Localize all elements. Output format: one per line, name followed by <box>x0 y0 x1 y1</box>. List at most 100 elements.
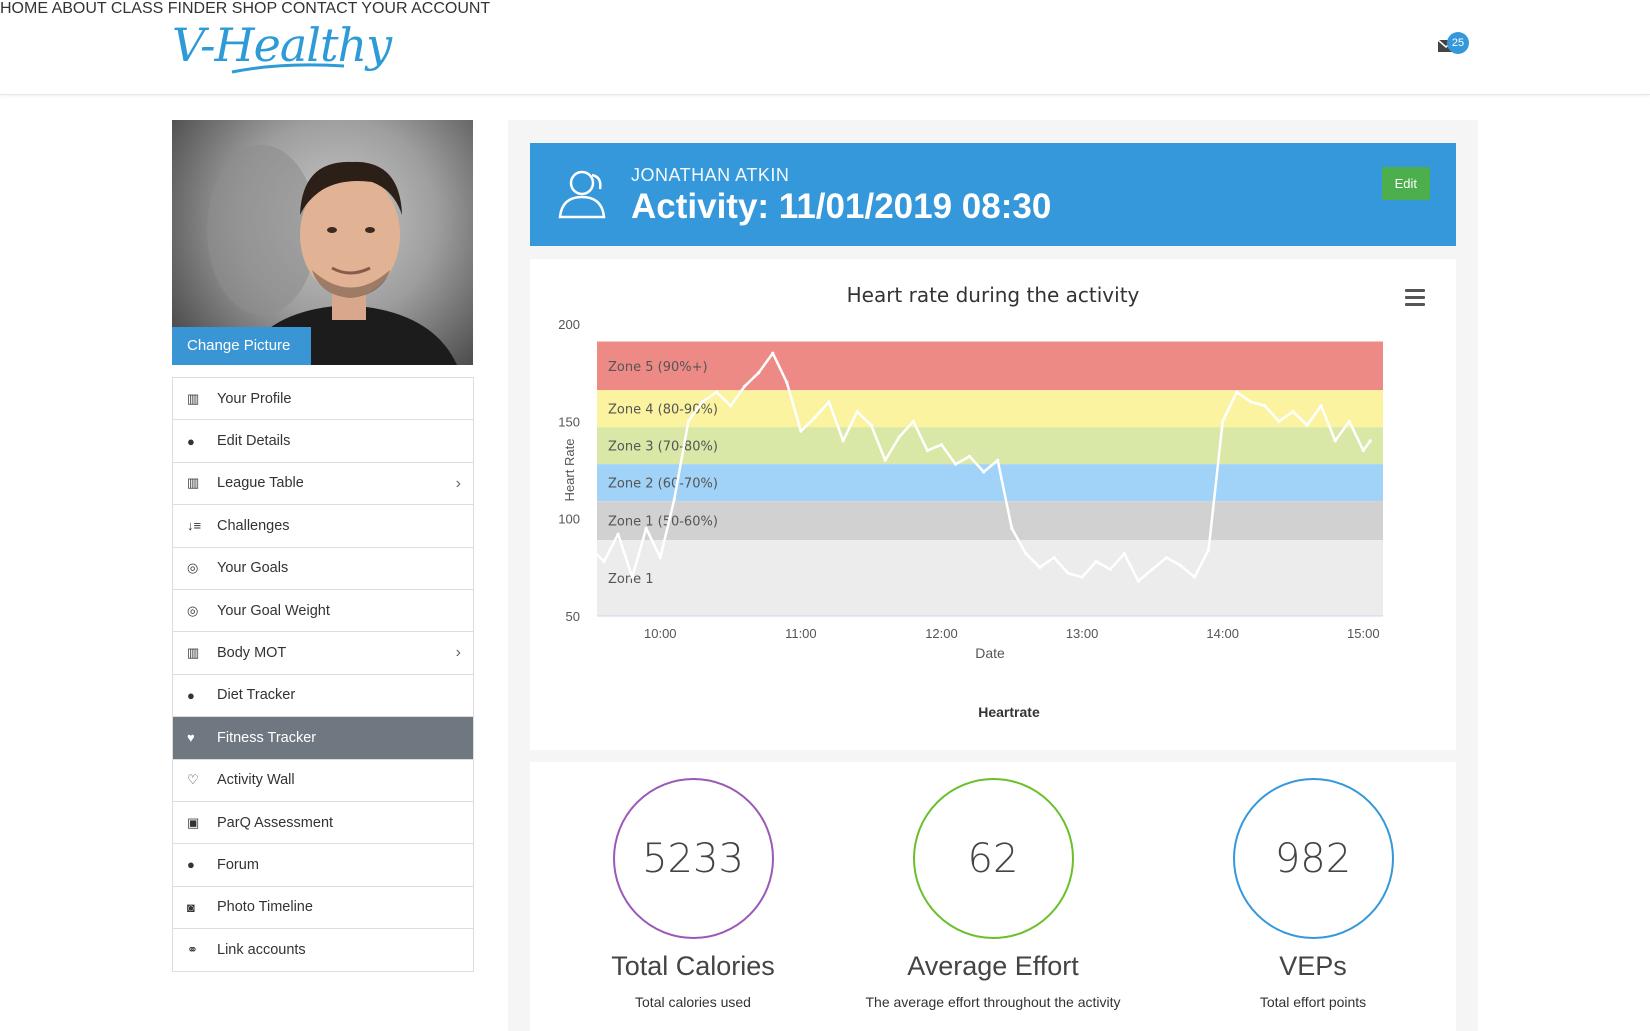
data-point <box>1178 563 1183 567</box>
sidebar-item-fitness-tracker[interactable]: ♥ Fitness Tracker <box>173 717 473 760</box>
sidebar-item-challenges[interactable]: ↓≡ Challenges <box>173 505 473 548</box>
data-point <box>1024 552 1028 556</box>
chevron-right-icon: › <box>455 474 461 492</box>
data-point <box>1150 567 1155 571</box>
zone-band <box>597 540 1383 616</box>
x-tick-label: 11:00 <box>785 626 817 641</box>
zone-band <box>597 501 1383 541</box>
data-point <box>1333 439 1337 443</box>
nav-class-finder[interactable]: CLASS FINDER <box>110 0 228 17</box>
y-tick-label: 150 <box>558 414 580 429</box>
sidebar-item-body-mot[interactable]: ▥ Body MOT › <box>173 632 473 675</box>
data-point <box>1094 559 1098 564</box>
data-point <box>1361 448 1365 453</box>
zone-label: Zone 3 (70-80%) <box>608 440 718 455</box>
data-point <box>827 400 831 404</box>
sidebar-item-label: Diet Tracker <box>217 687 296 704</box>
stat-label: Average Effort <box>907 951 1079 981</box>
zone-label: Zone 2 (60-70%) <box>608 477 718 492</box>
sidebar-item-photo-timeline[interactable]: ◙ Photo Timeline <box>173 887 473 930</box>
comment-icon: ● <box>187 857 195 873</box>
page-title: Activity: 11/01/2019 08:30 <box>631 187 1052 226</box>
user-icon: ● <box>187 433 195 449</box>
y-tick-label: 50 <box>566 609 580 624</box>
sidebar-item-your-goal-weight[interactable]: ◎ Your Goal Weight <box>173 590 473 633</box>
data-point <box>588 546 592 550</box>
data-point <box>982 470 986 474</box>
sidebar-item-activity-wall[interactable]: ♡ Activity Wall <box>173 760 473 802</box>
zone-band <box>597 464 1383 502</box>
data-point <box>757 371 761 375</box>
zone-label: Zone 1 (50-60%) <box>608 515 718 530</box>
top-navbar: V-Healthy HOME ABOUT CLASS FINDER SHOP C… <box>0 0 1650 95</box>
target-icon: ◎ <box>187 602 199 618</box>
nav-your-account[interactable]: YOUR ACCOUNT <box>361 0 491 17</box>
stat-ring: 982 <box>1232 778 1394 939</box>
data-point <box>1164 556 1169 560</box>
site-logo[interactable]: V-Healthy <box>172 18 392 72</box>
data-point <box>799 429 803 433</box>
x-tick-label: 14:00 <box>1206 626 1239 641</box>
sidebar-item-label: Edit Details <box>217 433 291 450</box>
data-point <box>714 390 719 394</box>
sidebar-item-label: Activity Wall <box>217 772 295 789</box>
user-name: JONATHAN ATKIN <box>631 165 790 185</box>
sidebar-item-label: Your Profile <box>217 390 292 407</box>
sort-icon: ↓≡ <box>187 518 202 534</box>
data-point <box>771 351 775 355</box>
chevron-right-icon: › <box>455 644 461 662</box>
stat-veps: 982 VEPs Total effort points <box>1153 778 1473 1010</box>
data-point <box>1038 565 1042 569</box>
sidebar-item-label: Your Goal Weight <box>217 602 330 619</box>
nav-about[interactable]: ABOUT <box>51 0 107 17</box>
data-point <box>785 380 789 384</box>
chart-card: Heart rate during the activity Zone 5 (9… <box>530 259 1456 750</box>
heart-outline-icon: ♡ <box>187 772 199 788</box>
heart-icon: ♥ <box>187 730 195 746</box>
data-point <box>1080 575 1084 579</box>
target-icon: ◎ <box>187 560 199 576</box>
x-tick-label: 10:00 <box>644 626 677 641</box>
camera-icon: ◙ <box>187 899 195 915</box>
data-point <box>1052 556 1056 560</box>
x-tick-label: 13:00 <box>1066 626 1099 641</box>
sidebar-menu: ▥ Your Profile ● Edit Details ▥ League T… <box>172 377 474 973</box>
data-point <box>869 423 873 427</box>
nav-shop[interactable]: SHOP <box>231 0 277 17</box>
sidebar-item-your-profile[interactable]: ▥ Your Profile <box>173 378 473 421</box>
stat-description: The average effort throughout the activi… <box>865 994 1121 1010</box>
data-point <box>1249 400 1253 404</box>
zone-label: Zone 5 (90%+) <box>608 360 708 375</box>
bar-chart-icon: ▥ <box>187 475 200 491</box>
zone-label: Zone 4 (80-90%) <box>608 403 718 418</box>
y-tick-label: 200 <box>558 317 580 332</box>
menu-icon[interactable] <box>1405 289 1425 310</box>
nav-contact[interactable]: CONTACT <box>281 0 358 17</box>
data-point <box>1122 552 1126 556</box>
change-picture-button[interactable]: Change Picture <box>172 327 311 365</box>
sidebar-item-diet-tracker[interactable]: ● Diet Tracker <box>173 675 473 718</box>
sidebar-item-link-accounts[interactable]: ⚭ Link accounts <box>173 929 473 971</box>
data-point <box>996 458 1000 462</box>
data-point <box>630 575 634 579</box>
sidebar-item-parq-assessment[interactable]: ▣ ParQ Assessment <box>173 802 473 845</box>
data-point <box>968 454 972 458</box>
sidebar-item-your-goals[interactable]: ◎ Your Goals <box>173 548 473 590</box>
edit-button[interactable]: Edit <box>1381 167 1430 200</box>
sidebar-item-league-table[interactable]: ▥ League Table › <box>173 463 473 506</box>
data-point <box>672 497 676 501</box>
apple-icon: ● <box>187 687 195 703</box>
stat-average-effort: 62 Average Effort The average effort thr… <box>833 778 1153 1010</box>
stat-ring: 5233 <box>612 778 774 939</box>
stats-card: 5233 Total Calories Total calories used … <box>530 762 1456 1031</box>
data-point <box>743 384 747 388</box>
nav-home[interactable]: HOME <box>0 0 48 17</box>
data-point <box>953 462 958 466</box>
sidebar-item-edit-details[interactable]: ● Edit Details <box>173 420 473 463</box>
stat-description: Total calories used <box>635 994 751 1010</box>
x-tick-label: 15:00 <box>1347 626 1380 641</box>
zone-band <box>597 341 1383 391</box>
sidebar-item-forum[interactable]: ● Forum <box>173 844 473 887</box>
chart-legend[interactable]: Heartrate <box>978 704 1040 720</box>
data-point <box>911 419 915 423</box>
